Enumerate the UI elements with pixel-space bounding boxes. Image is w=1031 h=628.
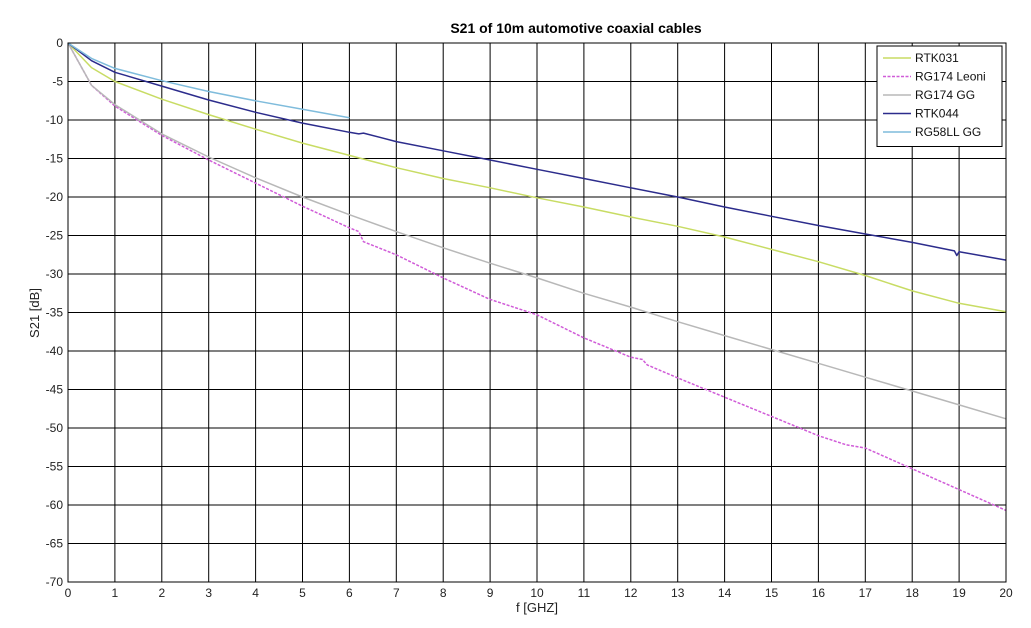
x-tick-label: 14	[718, 586, 732, 600]
series-line-rg174-leoni	[67, 42, 1007, 512]
x-tick-label: 0	[65, 586, 72, 600]
plot-frame	[67, 42, 1007, 583]
x-tick-label: 9	[487, 586, 494, 600]
x-tick-label: 11	[578, 586, 591, 600]
series-line-rtk044	[67, 42, 1007, 261]
x-tick-label: 15	[765, 586, 779, 600]
y-tick-label: 0	[56, 36, 63, 50]
y-axis-label: S21 [dB]	[27, 288, 42, 338]
y-tick-label: -10	[46, 113, 64, 127]
legend-label: RG58LL GG	[915, 125, 981, 139]
y-tick-label: -20	[46, 190, 64, 204]
x-tick-label: 20	[999, 586, 1013, 600]
legend-label: RG174 Leoni	[915, 70, 986, 84]
x-tick-label: 12	[624, 586, 638, 600]
y-tick-label: -65	[46, 537, 64, 551]
y-tick-label: -60	[46, 498, 64, 512]
y-tick-label: -45	[46, 383, 64, 397]
x-axis-label: f [GHZ]	[516, 600, 558, 615]
x-tick-label: 1	[112, 586, 119, 600]
y-tick-label: -55	[46, 460, 64, 474]
x-tick-label: 3	[205, 586, 212, 600]
x-tick-label: 16	[812, 586, 826, 600]
x-tick-label: 18	[906, 586, 920, 600]
legend: RTK031 RG174 Leoni RG174 GG RTK044 RG58LL GG	[876, 45, 1003, 147]
legend-box	[876, 45, 1003, 147]
legend-label: RTK031	[915, 51, 959, 65]
x-tick-label: 4	[252, 586, 259, 600]
series-line-rg174-gg	[67, 42, 1007, 420]
y-tick-label: -40	[46, 344, 64, 358]
x-tick-label: 6	[346, 586, 353, 600]
chart-title: S21 of 10m automotive coaxial cables	[450, 20, 702, 36]
series-lines	[67, 42, 1007, 512]
y-tick-label: -50	[46, 421, 64, 435]
legend-label: RG174 GG	[915, 88, 975, 102]
x-tick-labels: 0 1 2 3 4 5 6 7 8 9 10 11 12 13 14 15 16 17 18 19 20	[65, 586, 1013, 600]
y-tick-label: -25	[46, 229, 64, 243]
y-tick-label: -15	[46, 152, 64, 166]
x-tick-label: 13	[671, 586, 685, 600]
x-tick-label: 19	[952, 586, 966, 600]
x-tick-label: 2	[158, 586, 165, 600]
x-tick-label: 17	[859, 586, 873, 600]
grid	[67, 42, 1007, 583]
y-tick-labels: 0 -5 -10 -15 -20 -25 -30 -35 -40 -45 -50 -55 -60 -65 -…	[46, 36, 64, 589]
x-tick-label: 10	[530, 586, 544, 600]
x-tick-label: 5	[299, 586, 306, 600]
x-tick-label: 7	[393, 586, 400, 600]
y-tick-label: -5	[52, 75, 63, 89]
y-tick-label: -35	[46, 306, 64, 320]
y-tick-label: -70	[46, 575, 64, 589]
series-line-rtk031	[67, 42, 1007, 313]
x-tick-label: 8	[440, 586, 447, 600]
series-line-rg58ll-gg	[67, 42, 350, 119]
legend-label: RTK044	[915, 107, 959, 121]
y-tick-label: -30	[46, 267, 64, 281]
